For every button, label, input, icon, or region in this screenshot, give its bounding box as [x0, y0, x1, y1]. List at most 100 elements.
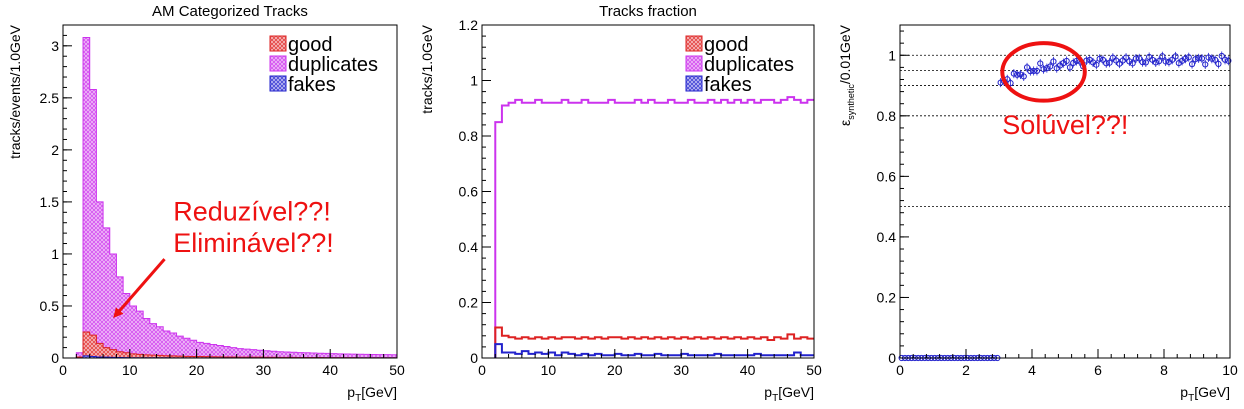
bar — [303, 352, 311, 358]
y-tick-label: 2 — [51, 142, 59, 158]
bar — [330, 353, 337, 358]
bar — [203, 356, 210, 358]
bar — [296, 352, 304, 358]
data-point — [1205, 54, 1212, 61]
bar — [316, 353, 324, 358]
bar-outline — [75, 36, 397, 358]
legend-swatch-duplicates — [685, 55, 703, 72]
data-point — [1182, 55, 1189, 62]
bar — [129, 353, 137, 358]
data-point — [1152, 59, 1159, 66]
bar — [176, 336, 184, 358]
bar — [83, 331, 90, 358]
y-tick-label: 0 — [51, 350, 59, 366]
bar — [103, 227, 110, 358]
bar — [376, 354, 384, 358]
legend-label-duplicates: duplicates — [288, 54, 378, 76]
legend-label-fakes: fakes — [288, 74, 336, 96]
y-tick-label: 1.2 — [459, 17, 479, 33]
x-tick-label: 2 — [962, 362, 970, 378]
bar — [103, 347, 110, 358]
y-tick-label: 0.4 — [459, 239, 479, 255]
y-tick-label: 3 — [51, 38, 59, 54]
y-tick-label: 0.8 — [877, 108, 897, 124]
data-point — [1116, 60, 1123, 67]
data-point — [1225, 57, 1232, 64]
bar — [143, 354, 150, 358]
bar — [236, 348, 244, 358]
bar — [336, 353, 344, 358]
data-point — [1122, 54, 1130, 61]
data-point — [1020, 73, 1027, 80]
bar — [123, 352, 130, 358]
bar — [96, 201, 104, 358]
bar — [89, 89, 97, 359]
bar — [163, 355, 170, 358]
data-point — [1030, 67, 1037, 75]
bar — [230, 347, 237, 358]
bar — [223, 346, 230, 358]
data-point — [1040, 66, 1047, 73]
data-point — [1096, 55, 1103, 62]
bar — [270, 351, 277, 358]
bar — [183, 338, 190, 358]
data-point — [1047, 63, 1054, 70]
bar — [370, 354, 377, 358]
bar — [89, 356, 97, 358]
data-point — [1043, 65, 1050, 72]
x-tick-label: 8 — [1160, 362, 1168, 378]
x-tick-label: 40 — [740, 362, 756, 378]
bar — [136, 354, 144, 358]
x-tick-label: 10 — [541, 362, 557, 378]
bar — [76, 356, 84, 358]
bar — [263, 350, 271, 358]
bar — [89, 335, 97, 358]
x-tick-label: 0 — [896, 362, 904, 378]
data-point — [1192, 56, 1199, 63]
series-line-good — [494, 326, 814, 358]
data-point — [1136, 55, 1143, 62]
bar — [196, 356, 204, 358]
data-point — [1063, 57, 1070, 65]
annotations: Reduzível??!Eliminável??! — [113, 197, 334, 319]
bar — [323, 353, 331, 358]
data-point — [1073, 57, 1080, 65]
data-point — [1126, 58, 1133, 65]
data-point — [1221, 56, 1229, 63]
y-tick-label: 0.6 — [877, 168, 897, 184]
data-point — [1202, 61, 1209, 68]
bar — [129, 305, 137, 358]
data-point — [1050, 58, 1057, 65]
bar — [183, 356, 190, 358]
legend-swatch-good — [269, 35, 287, 52]
axis-ticks: 0 10 20 30 40 50 0 0.5 1 1.5 2 2.5 3 — [40, 24, 405, 378]
data-point — [1218, 52, 1225, 60]
legend-label-duplicates: duplicates — [704, 54, 794, 76]
data-point — [1014, 71, 1021, 78]
data-point — [1129, 60, 1136, 67]
data-point — [1159, 53, 1166, 60]
reference-lines — [900, 54, 1230, 208]
bar — [283, 351, 291, 358]
data-point — [1010, 70, 1017, 77]
chart-title: Tracks fraction — [599, 3, 697, 20]
bar — [250, 349, 257, 358]
y-tick-label: 0.8 — [459, 128, 479, 144]
data-point — [1023, 64, 1031, 71]
bar — [136, 311, 144, 358]
y-tick-label: 1 — [888, 47, 896, 63]
data-point — [1037, 60, 1044, 67]
legend-swatch-duplicates — [269, 55, 287, 72]
x-axis-label: pT[GeV] — [764, 384, 814, 404]
bar — [256, 350, 264, 358]
y-tick-label: 1.5 — [40, 194, 60, 210]
bar — [363, 354, 371, 358]
plot-frame — [899, 24, 1231, 359]
bar — [83, 355, 90, 358]
legend-label-fakes: fakes — [704, 74, 752, 96]
chart-title: AM Categorized Tracks — [152, 3, 308, 20]
x-tick-label: 10 — [1222, 362, 1238, 378]
y-tick-label: 0.4 — [877, 229, 897, 245]
